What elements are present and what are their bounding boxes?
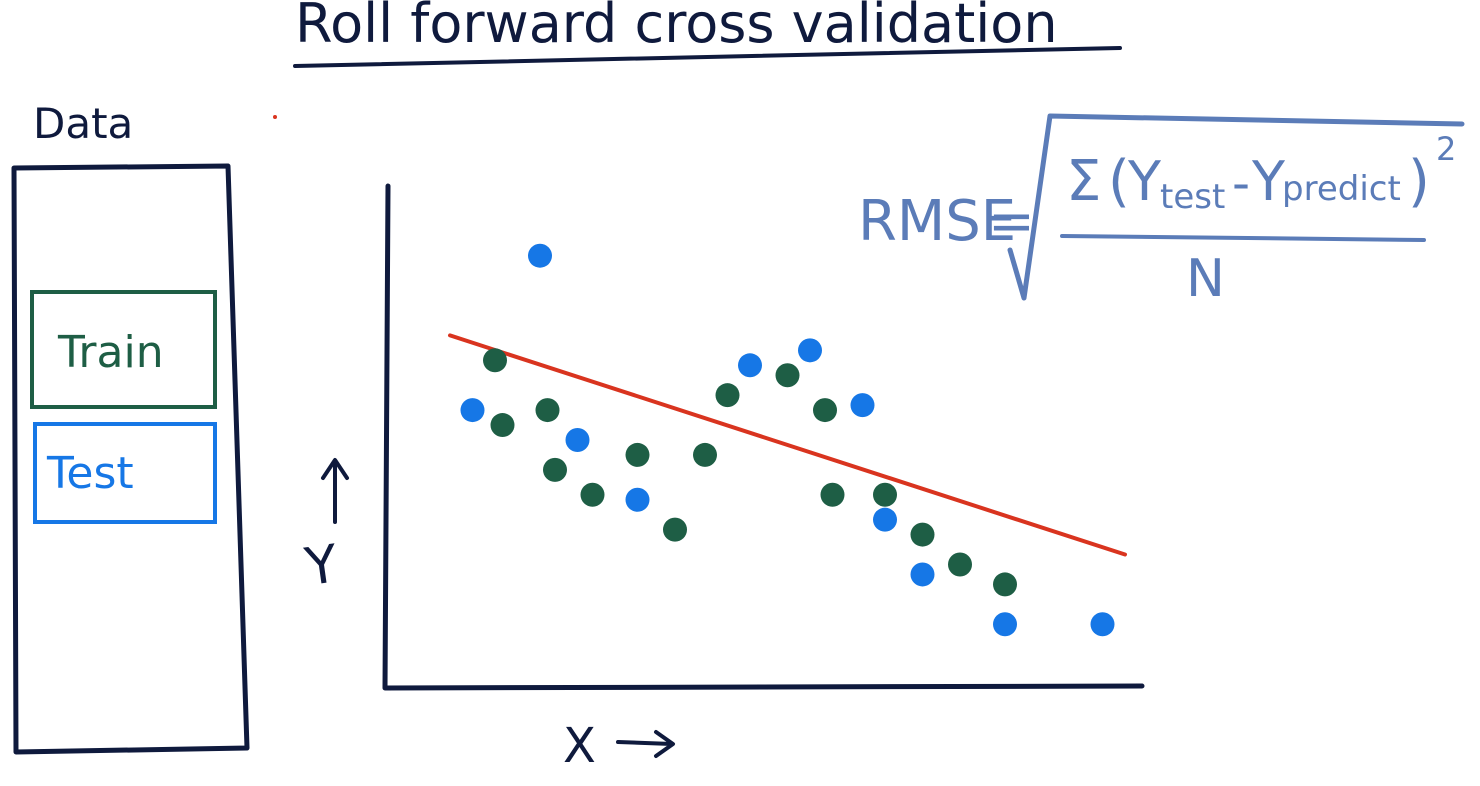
- train-data-point-7: [693, 442, 717, 467]
- x-axis-label: X: [563, 718, 596, 774]
- train-data-point-6: [663, 517, 687, 542]
- test-data-point-4: [738, 353, 762, 378]
- formula-equals: =: [988, 189, 1035, 254]
- test-label: Test: [46, 448, 134, 499]
- formula-y-test: Y: [1127, 150, 1162, 213]
- formula-y-test-sub: test: [1160, 177, 1225, 217]
- formula-open-paren: (: [1108, 149, 1130, 214]
- fraction-bar: [1060, 234, 1426, 242]
- formula-y-predict: Y: [1251, 150, 1286, 213]
- stray-marker-dot: [273, 115, 277, 119]
- test-data-point-2: [565, 427, 590, 452]
- train-data-point-11: [820, 482, 845, 507]
- train-data-point-4: [580, 482, 605, 507]
- train-data-point-1: [490, 413, 515, 438]
- x-axis-arrow-icon: [616, 730, 675, 758]
- points-layer: [460, 243, 1115, 637]
- title-underline: [293, 46, 1122, 68]
- data-container-box: [11, 163, 250, 755]
- train-data-point-2: [535, 398, 560, 423]
- data-label: Data: [33, 99, 133, 148]
- train-data-point-3: [543, 457, 567, 482]
- formula-minus: -: [1232, 154, 1250, 212]
- y-axis-arrow-icon: [321, 458, 349, 524]
- train-data-point-5: [625, 442, 650, 467]
- train-data-point-0: [483, 348, 507, 373]
- square-root-sign-icon: [1007, 113, 1465, 301]
- train-data-point-9: [775, 363, 800, 388]
- test-data-point-9: [993, 612, 1017, 637]
- test-data-point-8: [910, 562, 935, 587]
- train-label: Train: [57, 327, 164, 378]
- test-data-point-3: [625, 487, 650, 512]
- fit-line-layer: [448, 333, 1127, 557]
- test-data-point-6: [850, 393, 875, 418]
- train-data-point-13: [910, 522, 935, 547]
- formula-lhs: RMSE: [858, 189, 1016, 254]
- y-axis-label: Y: [301, 534, 342, 598]
- slide-title: Roll forward cross validation: [295, 0, 1058, 55]
- formula-y-predict-sub: predict: [1282, 169, 1401, 209]
- rmse-formula: RMSE = Σ ( Y test - Y predict ) 2 N: [858, 113, 1465, 309]
- train-data-point-10: [813, 398, 837, 423]
- train-data-point-15: [993, 572, 1017, 597]
- test-box: [33, 422, 217, 524]
- train-data-point-8: [715, 383, 740, 408]
- train-data-point-12: [873, 482, 897, 507]
- test-data-point-7: [873, 507, 897, 532]
- formula-close-paren: ): [1408, 149, 1430, 214]
- formula-sigma: Σ: [1066, 149, 1101, 214]
- test-data-point-10: [1090, 612, 1115, 637]
- regression-fit-line: [448, 333, 1127, 557]
- train-box: [30, 290, 217, 409]
- chart-axes: [382, 183, 1145, 691]
- train-data-point-14: [948, 552, 972, 577]
- formula-exponent: 2: [1436, 130, 1456, 168]
- test-data-point-5: [798, 338, 822, 363]
- test-data-point-1: [528, 243, 552, 268]
- test-data-point-0: [460, 398, 485, 423]
- formula-denominator: N: [1186, 249, 1225, 309]
